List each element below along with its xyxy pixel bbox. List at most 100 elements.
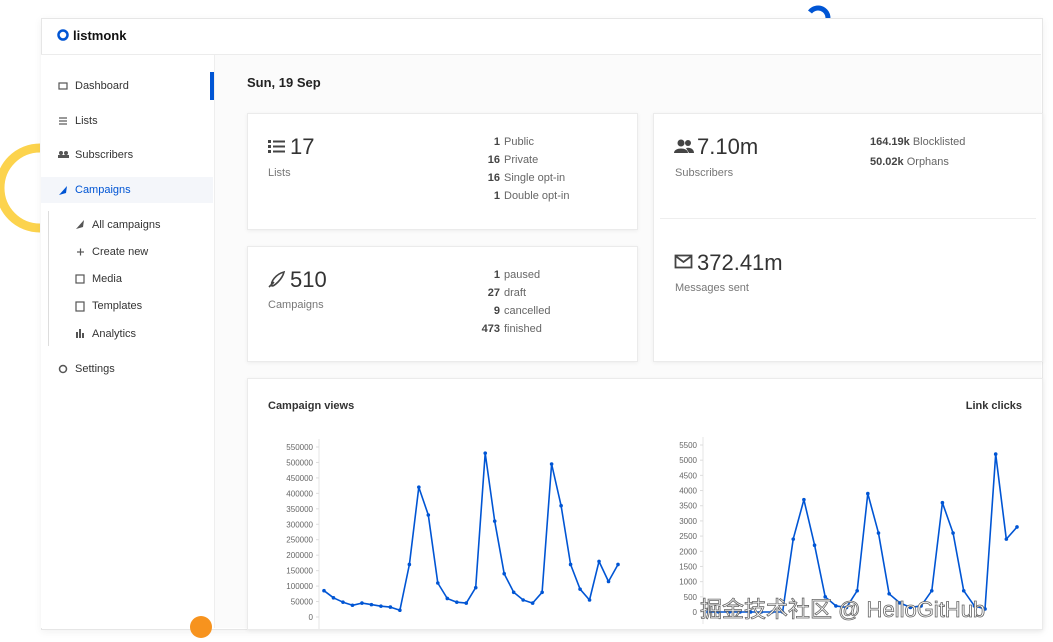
- y-tick-label: 200000: [286, 551, 313, 560]
- point: [738, 610, 742, 614]
- point: [549, 462, 554, 466]
- campaigns-card: [247, 246, 638, 362]
- sub-item[interactable]: All campaigns: [92, 219, 161, 231]
- point: [473, 585, 478, 590]
- stat-label: Messages sent: [675, 282, 749, 294]
- header: [41, 18, 1041, 55]
- campaigns-icon: [268, 270, 286, 288]
- point: [1004, 537, 1009, 541]
- point: [770, 610, 774, 614]
- point: [417, 485, 421, 489]
- point: [929, 588, 934, 593]
- point: [454, 600, 459, 604]
- point: [568, 562, 573, 567]
- point: [606, 579, 611, 584]
- nav-item[interactable]: Settings: [75, 363, 115, 375]
- point: [540, 590, 544, 595]
- breakdown: 1 paused 27 draft 9 cancelled 473 finished: [460, 269, 551, 335]
- y-tick-label: 0: [309, 613, 314, 622]
- point: [759, 610, 764, 614]
- stat-value: 7.10m: [697, 134, 759, 159]
- y-tick-label: 300000: [286, 520, 313, 529]
- breakdown-count: 27: [487, 287, 500, 299]
- breakdown-label: cancelled: [504, 305, 551, 317]
- series-line: [708, 453, 1018, 613]
- breakdown-label: Public: [504, 136, 534, 148]
- point: [887, 591, 891, 596]
- point: [1015, 525, 1019, 529]
- active-indicator: [210, 72, 214, 100]
- y-tick-label: 150000: [286, 567, 313, 576]
- stat-value: 372.41m: [697, 250, 783, 275]
- breakdown-label: Private: [504, 154, 539, 166]
- breakdown-row: 164.19k Blocklisted: [870, 132, 965, 152]
- point: [727, 610, 732, 614]
- point: [616, 562, 620, 567]
- breakdown-label: paused: [504, 269, 541, 281]
- point: [331, 596, 336, 600]
- y-tick-label: 4000: [679, 487, 697, 496]
- y-tick-label: 3000: [679, 517, 697, 526]
- y-tick-label: 2500: [679, 532, 697, 541]
- point: [780, 610, 785, 614]
- divider: [660, 218, 1036, 219]
- point: [578, 587, 582, 591]
- point: [834, 604, 838, 608]
- breakdown-count: 9: [493, 305, 500, 317]
- sub-item[interactable]: Create new: [92, 246, 149, 258]
- nav-item[interactable]: Dashboard: [75, 80, 129, 92]
- point: [322, 588, 326, 593]
- y-tick-label: 2000: [679, 547, 697, 556]
- point: [369, 602, 374, 607]
- point: [972, 604, 977, 608]
- logo-icon: [57, 29, 69, 41]
- point: [426, 513, 431, 517]
- point: [961, 588, 966, 593]
- point: [502, 571, 506, 576]
- point: [350, 603, 355, 608]
- point: [866, 491, 870, 496]
- point: [706, 610, 710, 614]
- point: [823, 595, 828, 599]
- point: [855, 588, 859, 593]
- sub-item[interactable]: Analytics: [92, 328, 137, 340]
- sub-item[interactable]: Templates: [92, 300, 143, 312]
- breakdown-count: 50.02k: [870, 156, 904, 168]
- point: [951, 531, 955, 535]
- sub-item[interactable]: Media: [92, 273, 122, 285]
- breakdown-count: 16: [487, 172, 500, 184]
- point: [983, 607, 987, 611]
- sub-icons: [75, 220, 85, 338]
- subscribers-card: [653, 113, 1043, 362]
- date: Sun, 19 Sep: [247, 75, 321, 90]
- breakdown-count: 1: [493, 190, 500, 202]
- breakdown-label: Orphans: [906, 156, 949, 168]
- breakdown-count: 164.19k: [870, 136, 910, 148]
- y-tick-label: 5500: [679, 441, 697, 450]
- y-tick-label: 350000: [286, 505, 313, 514]
- logo[interactable]: listmonk: [73, 28, 127, 43]
- y-tick-label: 3500: [679, 502, 697, 511]
- y-tick-label: 50000: [291, 598, 314, 607]
- stat-label: Campaigns: [268, 299, 324, 311]
- point: [530, 601, 535, 605]
- breakdown-label: Single opt-in: [504, 172, 566, 184]
- point: [802, 497, 806, 502]
- breakdown-count: 1: [493, 136, 500, 148]
- y-tick-label: 250000: [286, 536, 313, 545]
- y-tick-label: 500000: [286, 458, 313, 467]
- nav-item[interactable]: Lists: [75, 115, 98, 127]
- y-tick-label: 4500: [679, 471, 697, 480]
- point: [407, 562, 412, 567]
- point: [993, 452, 998, 456]
- point: [716, 610, 721, 614]
- lists-card: [247, 113, 638, 230]
- y-tick-label: 1000: [679, 578, 697, 587]
- y-tick-label: 5000: [679, 456, 697, 465]
- nav-item[interactable]: Campaigns: [75, 184, 131, 196]
- subscribers-icon: [674, 139, 694, 153]
- point: [791, 537, 796, 541]
- point: [464, 601, 469, 605]
- nav-item[interactable]: Subscribers: [75, 149, 134, 161]
